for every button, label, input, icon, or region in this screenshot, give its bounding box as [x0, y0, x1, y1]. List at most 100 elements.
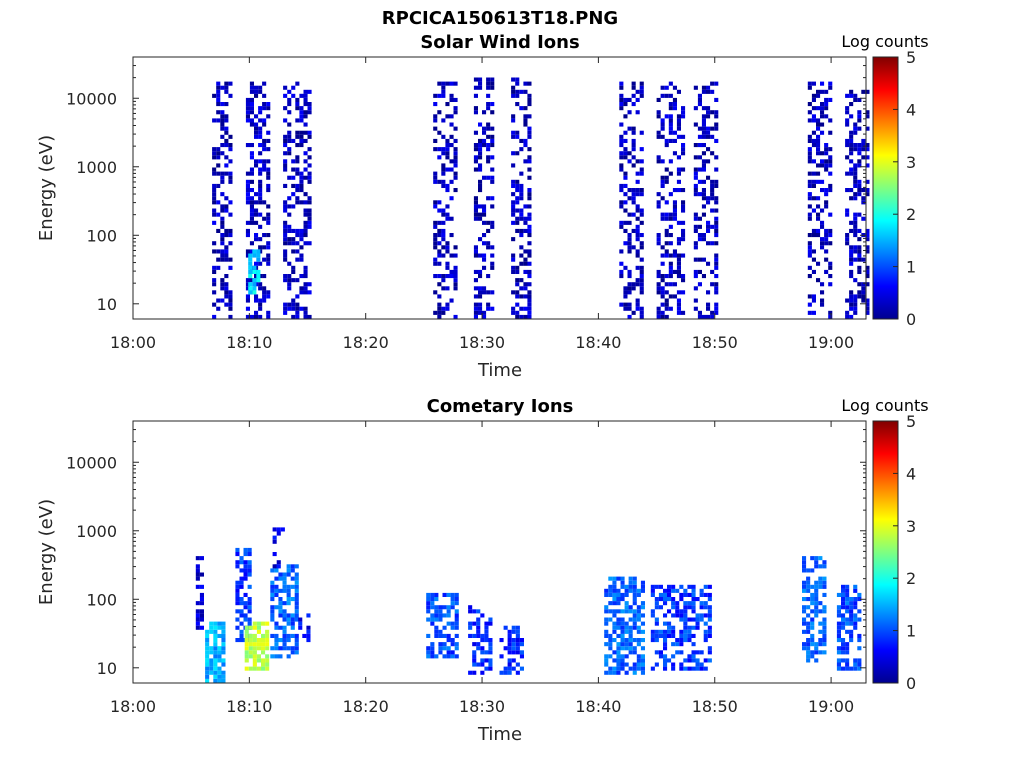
heatmap-cell	[243, 617, 248, 622]
heatmap-cell	[701, 179, 706, 184]
heatmap-cell	[278, 605, 283, 610]
heatmap-cell	[814, 613, 819, 618]
heatmap-cell	[258, 134, 263, 139]
heatmap-cell	[816, 122, 821, 127]
heatmap-cell	[488, 666, 493, 671]
heatmap-cell	[486, 241, 491, 246]
heatmap-cell	[437, 310, 442, 315]
heatmap-cell	[287, 151, 292, 156]
colorbar-tick-label: 5	[906, 48, 916, 67]
heatmap-cell	[612, 613, 617, 618]
heatmap-cell	[865, 298, 870, 303]
heatmap-cell	[209, 658, 214, 663]
heatmap-cell	[857, 646, 862, 651]
heatmap-cell	[258, 306, 263, 311]
heatmap-cell	[224, 138, 229, 143]
heatmap-cell	[707, 629, 712, 634]
heatmap-cell	[608, 592, 613, 597]
heatmap-cell	[523, 294, 528, 299]
heatmap-cell	[820, 102, 825, 107]
heatmap-cell	[486, 290, 491, 295]
heatmap-cell	[239, 556, 244, 561]
heatmap-cell	[822, 605, 827, 610]
heatmap-cell	[262, 216, 267, 221]
heatmap-cell	[639, 167, 644, 172]
heatmap-cell	[303, 102, 308, 107]
heatmap-cell	[212, 183, 217, 188]
heatmap-cell	[620, 642, 625, 647]
heatmap-cell	[488, 650, 493, 655]
heatmap-cell	[691, 597, 696, 602]
heatmap-cell	[441, 212, 446, 217]
heatmap-cell	[295, 183, 300, 188]
heatmap-cell	[816, 261, 821, 266]
heatmap-cell	[220, 237, 225, 242]
heatmap-cell	[802, 609, 807, 614]
heatmap-cell	[861, 257, 866, 262]
heatmap-cell	[224, 171, 229, 176]
heatmap-cell	[212, 200, 217, 205]
heatmap-cell	[266, 233, 271, 238]
heatmap-cell	[523, 143, 528, 148]
heatmap-cell	[478, 138, 483, 143]
heatmap-cell	[714, 228, 719, 233]
heatmap-cell	[861, 216, 866, 221]
heatmap-cell	[865, 282, 870, 287]
heatmap-cell	[707, 609, 712, 614]
heatmap-cell	[261, 621, 266, 626]
heatmap-cell	[266, 212, 271, 217]
heatmap-cell	[714, 200, 719, 205]
heatmap-cell	[249, 167, 254, 172]
heatmap-cell	[503, 666, 508, 671]
heatmap-cell	[806, 568, 811, 573]
heatmap-cell	[486, 77, 491, 82]
heatmap-cell	[527, 93, 532, 98]
heatmap-cell	[676, 269, 681, 274]
heatmap-cell	[523, 114, 528, 119]
heatmap-cell	[707, 597, 712, 602]
heatmap-cell	[527, 310, 532, 315]
heatmap-cell	[841, 621, 846, 626]
heatmap-cell	[490, 179, 495, 184]
heatmap-cell	[527, 294, 532, 299]
heatmap-cell	[701, 188, 706, 193]
heatmap-cell	[857, 192, 862, 197]
heatmap-cell	[632, 617, 637, 622]
heatmap-cell	[449, 143, 454, 148]
heatmap-cell	[480, 638, 485, 643]
heatmap-cell	[706, 261, 711, 266]
heatmap-cell	[283, 85, 288, 90]
heatmap-cell	[258, 200, 263, 205]
heatmap-cell	[822, 638, 827, 643]
heatmap-cell	[693, 188, 698, 193]
heatmap-cell	[473, 310, 478, 315]
heatmap-cell	[816, 204, 821, 209]
heatmap-cell	[667, 633, 672, 638]
heatmap-cell	[286, 621, 291, 626]
heatmap-cell	[706, 89, 711, 94]
heatmap-cell	[224, 228, 229, 233]
heatmap-cell	[523, 122, 528, 127]
heatmap-cell	[283, 183, 288, 188]
heatmap-cell	[818, 576, 823, 581]
colorbar-ramp	[872, 56, 899, 320]
heatmap-cell	[248, 633, 253, 638]
heatmap-cell	[434, 654, 439, 659]
heatmap-cell	[254, 314, 259, 319]
heatmap-cell	[245, 179, 250, 184]
heatmap-cell	[445, 102, 450, 107]
heatmap-cell	[619, 93, 624, 98]
heatmap-cell	[205, 633, 210, 638]
heatmap-cell	[478, 212, 483, 217]
heatmap-cell	[691, 642, 696, 647]
heatmap-cell	[212, 93, 217, 98]
heatmap-cell	[283, 274, 288, 279]
heatmap-cell	[849, 290, 854, 295]
heatmap-cell	[507, 633, 512, 638]
heatmap-cell	[635, 216, 640, 221]
heatmap-cell	[430, 646, 435, 651]
heatmap-cell	[707, 584, 712, 589]
heatmap-cell	[845, 621, 850, 626]
heatmap-cell	[714, 114, 719, 119]
heatmap-cell	[433, 200, 438, 205]
